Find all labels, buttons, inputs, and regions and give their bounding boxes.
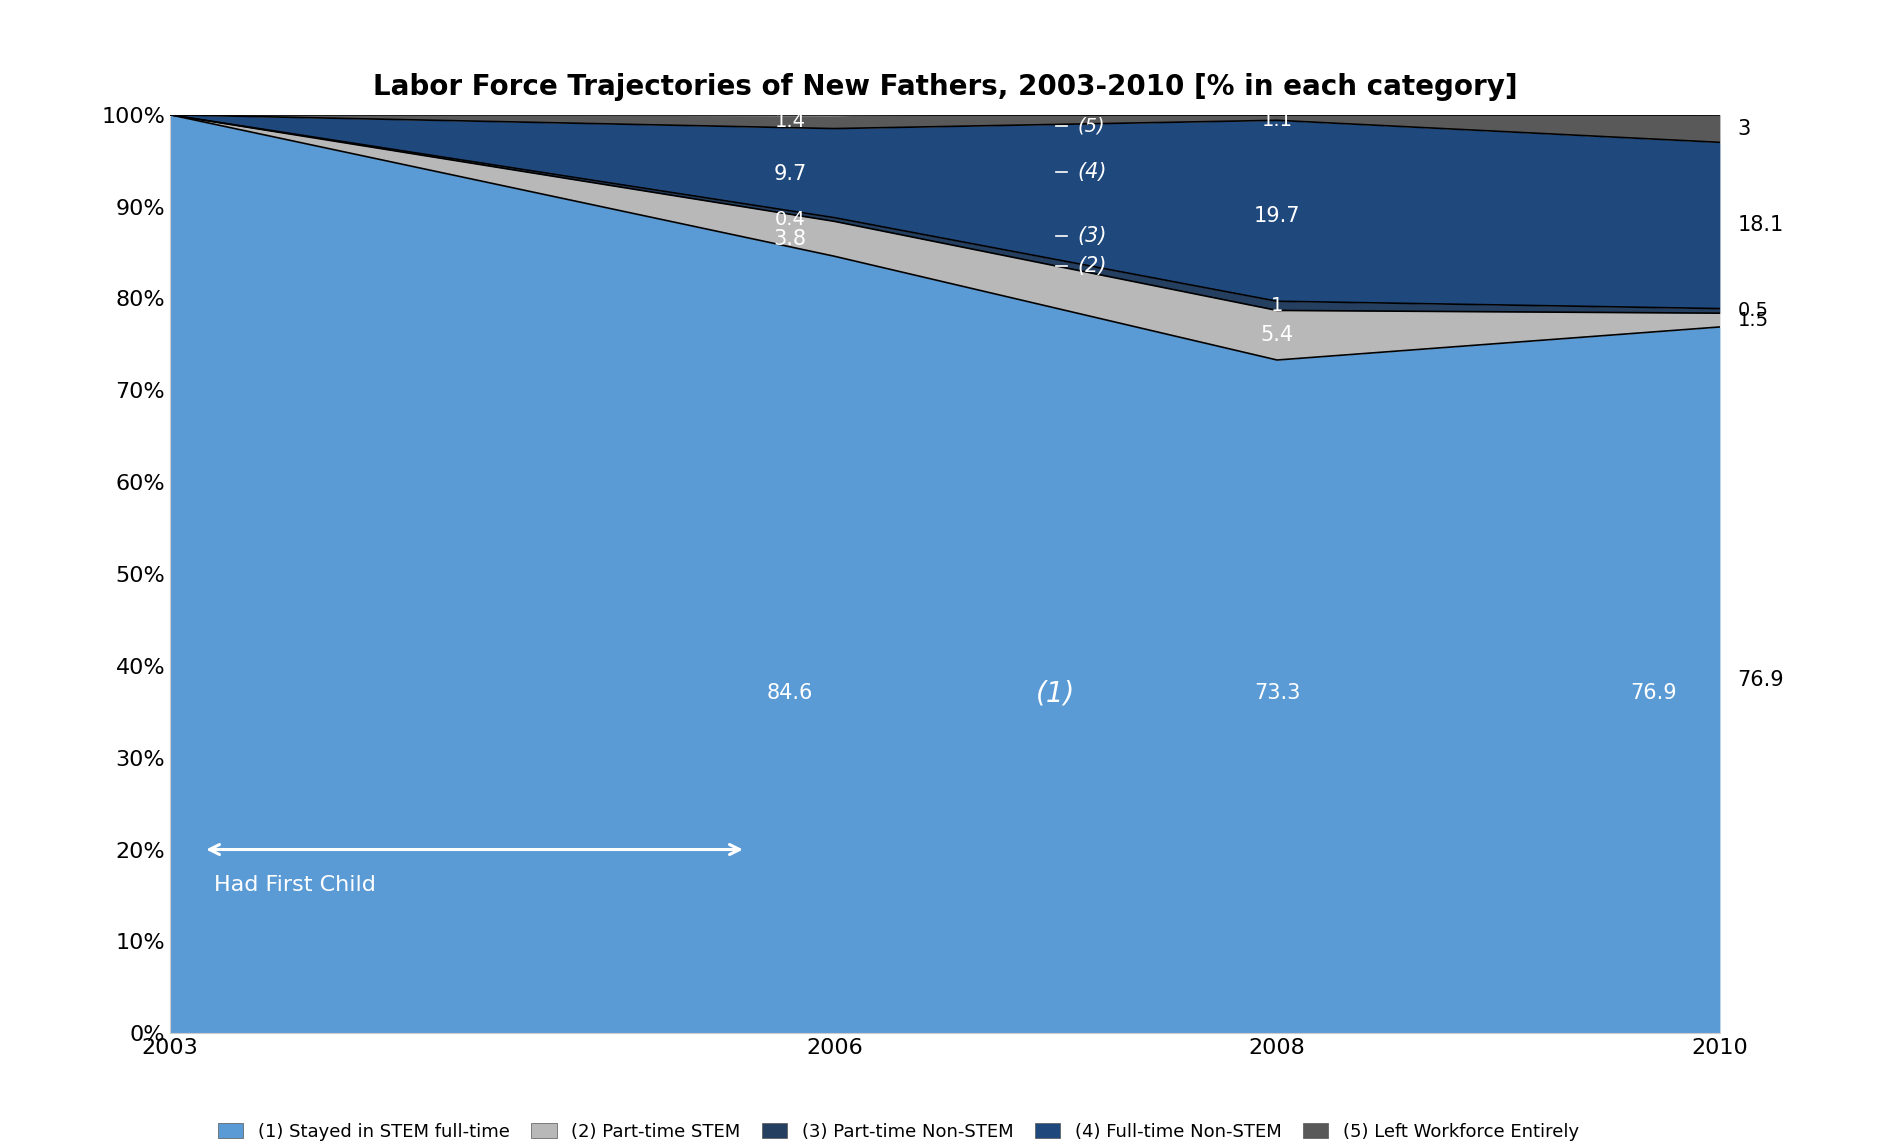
Text: (2): (2): [1077, 256, 1107, 277]
Text: 1.4: 1.4: [774, 111, 805, 131]
Text: (4): (4): [1077, 162, 1107, 181]
Text: 0.5: 0.5: [1736, 302, 1768, 320]
Text: 18.1: 18.1: [1736, 216, 1783, 235]
Text: (3): (3): [1077, 226, 1107, 246]
Text: 5.4: 5.4: [1260, 325, 1292, 346]
Text: (1): (1): [1035, 680, 1075, 707]
Text: 73.3: 73.3: [1252, 683, 1300, 704]
Text: 3.8: 3.8: [773, 228, 807, 249]
Text: 84.6: 84.6: [767, 683, 812, 704]
Text: 76.9: 76.9: [1630, 683, 1676, 704]
Text: 1.5: 1.5: [1736, 311, 1768, 329]
Title: Labor Force Trajectories of New Fathers, 2003-2010 [% in each category]: Labor Force Trajectories of New Fathers,…: [372, 73, 1517, 101]
Text: Had First Child: Had First Child: [213, 875, 376, 895]
Text: 19.7: 19.7: [1252, 205, 1300, 226]
Text: (5): (5): [1077, 116, 1105, 135]
Legend: (1) Stayed in STEM full-time, (2) Part-time STEM, (3) Part-time Non-STEM, (4) Fu: (1) Stayed in STEM full-time, (2) Part-t…: [212, 1116, 1585, 1148]
Text: 76.9: 76.9: [1736, 670, 1783, 690]
Text: 0.4: 0.4: [774, 210, 805, 228]
Text: 1.1: 1.1: [1262, 111, 1292, 130]
Text: 9.7: 9.7: [773, 164, 807, 185]
Text: 1: 1: [1269, 296, 1283, 316]
Text: 3: 3: [1736, 118, 1749, 139]
